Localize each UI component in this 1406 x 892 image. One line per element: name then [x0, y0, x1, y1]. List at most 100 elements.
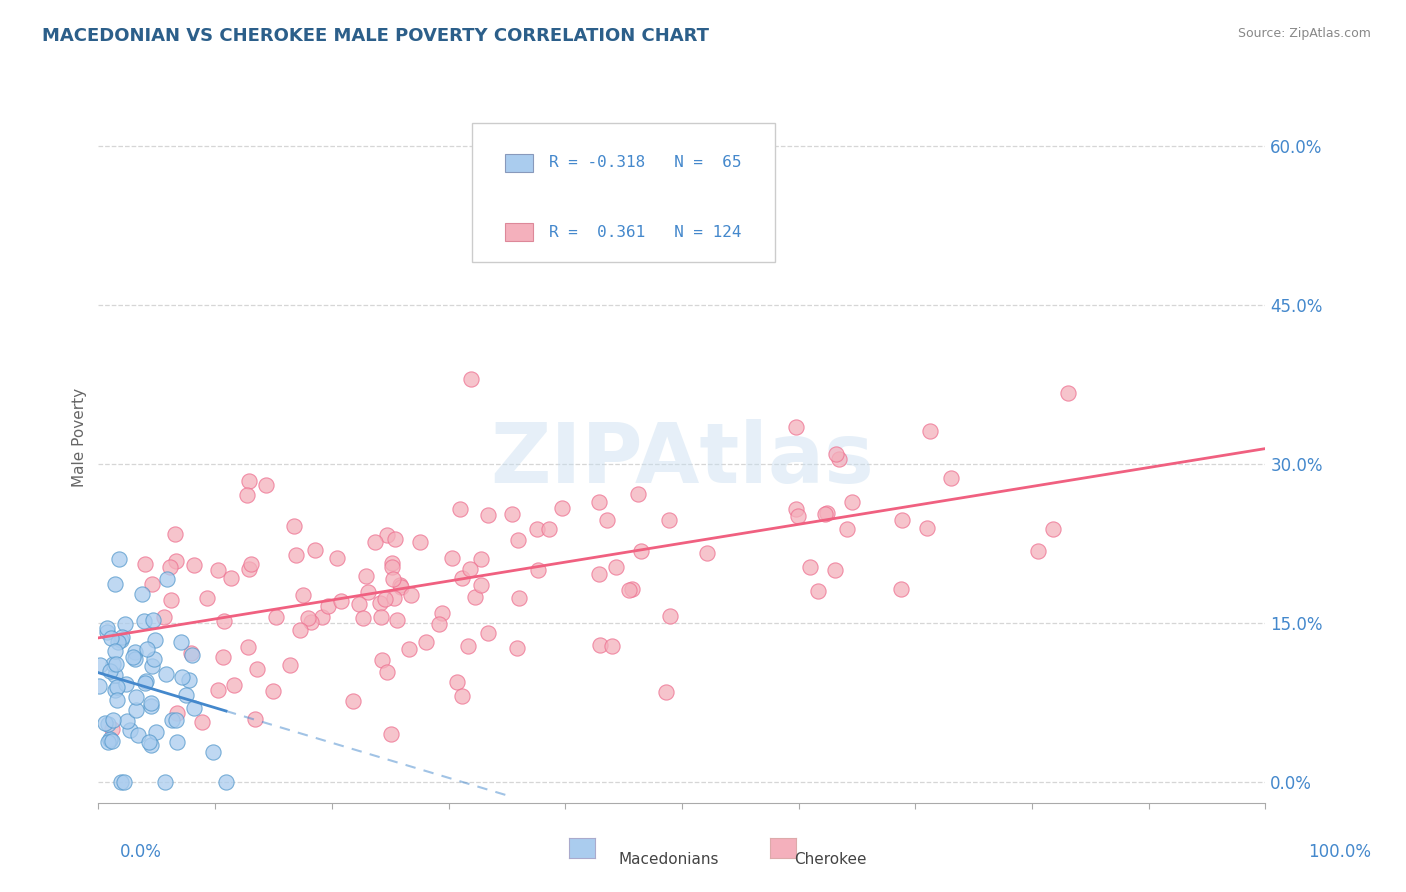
Point [814, 508, 837, 522]
Point [100, 732, 122, 747]
Text: ZIPAtlas: ZIPAtlas [489, 418, 875, 500]
Point [132, 615, 155, 629]
Point [124, 703, 146, 717]
Point [141, 738, 163, 752]
Point [134, 676, 156, 690]
Point [245, 712, 267, 726]
Point [160, 713, 183, 727]
Point [238, 474, 260, 488]
Point [457, 639, 479, 653]
Point [87, 679, 110, 693]
Point [304, 543, 326, 558]
Text: MACEDONIAN VS CHEROKEE MALE POVERTY CORRELATION CHART: MACEDONIAN VS CHEROKEE MALE POVERTY CORR… [42, 27, 709, 45]
Point [441, 551, 464, 566]
Point [215, 774, 238, 789]
Point [1042, 522, 1064, 536]
Point [939, 470, 962, 484]
Point [1026, 544, 1049, 558]
Point [711, 223, 734, 237]
Point [124, 652, 146, 666]
Point [262, 684, 284, 698]
Point [375, 527, 398, 541]
Point [918, 425, 941, 439]
Point [347, 597, 370, 611]
Point [163, 527, 186, 541]
Point [446, 675, 468, 690]
Point [506, 641, 529, 656]
Point [105, 693, 128, 707]
Point [292, 588, 315, 602]
Point [110, 632, 132, 647]
Point [94, 716, 117, 731]
Point [111, 630, 134, 644]
Point [787, 508, 810, 523]
Point [451, 689, 474, 703]
Point [142, 651, 165, 665]
Point [183, 558, 205, 573]
Point [506, 533, 529, 547]
Point [600, 640, 623, 654]
Text: R = -0.318   N =  65: R = -0.318 N = 65 [548, 155, 741, 170]
Point [464, 590, 486, 604]
Point [368, 597, 391, 611]
Point [551, 501, 574, 516]
Point [655, 685, 678, 699]
Point [112, 774, 135, 789]
Point [135, 642, 157, 657]
Point [409, 534, 432, 549]
Point [526, 522, 548, 536]
Point [388, 577, 411, 591]
Point [589, 638, 612, 652]
Point [165, 713, 187, 727]
Point [537, 522, 560, 536]
Point [160, 593, 183, 607]
Point [115, 677, 138, 691]
FancyBboxPatch shape [472, 122, 775, 261]
Point [114, 616, 136, 631]
Point [621, 582, 644, 596]
Point [290, 624, 312, 638]
Point [100, 631, 122, 645]
Point [387, 613, 409, 627]
Point [224, 678, 246, 692]
Point [101, 657, 124, 672]
Point [696, 546, 718, 560]
Point [429, 616, 451, 631]
Point [630, 544, 652, 558]
Point [658, 513, 681, 527]
Point [110, 774, 132, 789]
Point [101, 713, 124, 727]
Point [342, 694, 364, 708]
Point [301, 615, 323, 629]
Point [155, 667, 177, 681]
Point [527, 563, 550, 577]
Point [131, 587, 153, 601]
Point [181, 648, 204, 663]
Point [807, 584, 830, 599]
Y-axis label: Male Poverty: Male Poverty [72, 387, 87, 487]
Point [98, 664, 121, 678]
Point [384, 533, 406, 547]
Point [124, 645, 146, 659]
Point [316, 599, 339, 614]
Point [596, 513, 619, 527]
Point [236, 640, 259, 654]
Point [470, 552, 492, 566]
Point [283, 519, 305, 533]
Point [107, 635, 129, 649]
Point [156, 572, 179, 586]
Point [329, 594, 352, 608]
Point [841, 495, 863, 509]
Point [401, 588, 423, 602]
Point [127, 728, 149, 742]
Point [207, 682, 229, 697]
Point [115, 714, 138, 728]
Point [430, 606, 453, 620]
Point [619, 582, 641, 597]
Point [98, 733, 121, 747]
Point [118, 723, 141, 738]
Point [501, 507, 523, 521]
Point [381, 560, 404, 574]
Point [197, 591, 219, 606]
Point [97, 717, 120, 731]
